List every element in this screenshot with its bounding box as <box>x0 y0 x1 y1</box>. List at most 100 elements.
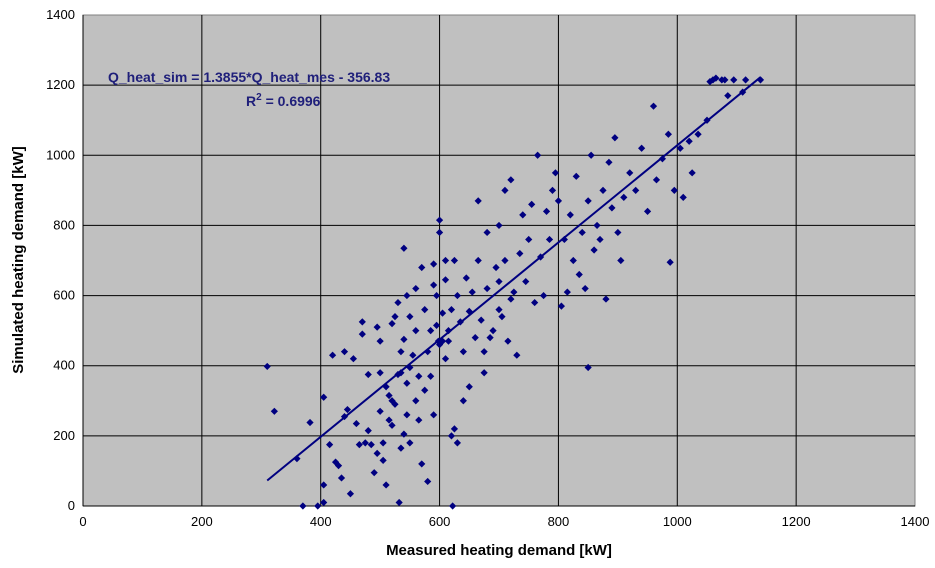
data-point <box>477 316 485 324</box>
data-point <box>450 256 459 265</box>
data-point <box>444 327 453 335</box>
r-squared-exponent: 2 <box>256 92 262 103</box>
data-point <box>391 313 399 321</box>
data-point <box>666 258 674 266</box>
data-point <box>602 295 610 303</box>
gridlines <box>82 15 915 507</box>
y-tick-label: 200 <box>53 428 75 443</box>
data-point <box>447 306 456 314</box>
data-point <box>447 432 456 440</box>
data-point <box>326 441 334 449</box>
data-point <box>391 400 399 408</box>
data-point <box>492 263 500 272</box>
y-tick-label: 400 <box>53 358 75 373</box>
data-point <box>364 370 372 379</box>
r-squared-prefix: R <box>246 93 256 109</box>
data-point <box>367 441 375 449</box>
data-point <box>435 228 444 237</box>
x-axis-ticks: 0 200 400 600 800 1000 1200 1400 <box>79 514 929 529</box>
data-point <box>545 235 554 244</box>
trendline <box>266 76 762 482</box>
data-point <box>652 176 661 184</box>
data-point <box>611 134 619 142</box>
data-point <box>528 200 536 208</box>
data-point <box>388 421 396 429</box>
data-point <box>605 158 613 166</box>
x-tick-label: 600 <box>429 514 451 529</box>
data-point <box>320 498 328 507</box>
data-point <box>406 363 414 372</box>
y-tick-label: 600 <box>53 288 75 303</box>
data-point <box>572 172 580 180</box>
data-point <box>596 235 604 244</box>
data-point <box>400 244 408 252</box>
data-point <box>340 348 349 356</box>
data-point <box>489 327 497 335</box>
data-point <box>685 137 693 145</box>
data-point <box>539 291 548 300</box>
data-point <box>421 386 429 394</box>
data-point <box>430 411 438 419</box>
data-point <box>599 186 607 194</box>
data-point <box>617 256 625 265</box>
data-point <box>501 256 509 265</box>
data-point <box>643 207 652 215</box>
data-point <box>709 76 717 84</box>
data-point <box>522 277 530 286</box>
data-point <box>462 274 470 282</box>
data-point <box>730 76 738 84</box>
data-point <box>403 291 411 300</box>
data-point <box>397 348 405 356</box>
data-point <box>444 337 453 345</box>
data-point <box>329 351 337 359</box>
x-tick-label: 1000 <box>663 514 692 529</box>
data-point <box>412 397 420 405</box>
data-point <box>483 228 491 237</box>
data-point <box>352 419 360 428</box>
data-point <box>688 169 696 177</box>
data-point <box>584 197 592 205</box>
data-point <box>495 306 503 314</box>
data-point <box>306 418 314 427</box>
data-point <box>415 416 423 424</box>
data-point <box>441 276 450 284</box>
equation-annotation: Q_heat_sim = 1.3855*Q_heat_mes - 356.83 <box>108 69 390 85</box>
y-tick-label: 1200 <box>46 77 75 92</box>
y-tick-label: 1000 <box>46 147 75 162</box>
data-point <box>427 372 435 380</box>
data-point <box>483 284 491 293</box>
data-point <box>638 144 646 152</box>
data-point <box>569 256 577 265</box>
data-point <box>370 469 378 477</box>
data-point <box>364 426 372 435</box>
x-tick-label: 800 <box>548 514 570 529</box>
data-point <box>379 439 387 447</box>
data-point <box>593 221 601 230</box>
data-point <box>337 474 346 482</box>
data-point <box>433 291 441 300</box>
data-point <box>450 425 459 433</box>
data-point <box>376 337 384 345</box>
data-point <box>480 369 488 377</box>
data-point <box>498 313 506 321</box>
data-points <box>263 74 765 510</box>
data-point <box>373 449 381 457</box>
data-point <box>385 391 393 400</box>
data-point <box>560 235 568 244</box>
data-point <box>486 334 494 342</box>
data-point <box>453 291 461 300</box>
data-point <box>590 246 598 254</box>
data-point <box>382 481 390 489</box>
data-point <box>542 207 551 215</box>
x-tick-label: 0 <box>79 514 86 529</box>
data-point <box>510 288 518 296</box>
data-point <box>373 323 381 331</box>
data-point <box>516 249 524 258</box>
data-point <box>507 176 515 184</box>
data-point <box>358 318 366 326</box>
data-point <box>626 169 634 177</box>
data-point <box>334 462 343 470</box>
r-squared-value: = 0.6996 <box>262 93 321 109</box>
data-point <box>418 263 426 272</box>
